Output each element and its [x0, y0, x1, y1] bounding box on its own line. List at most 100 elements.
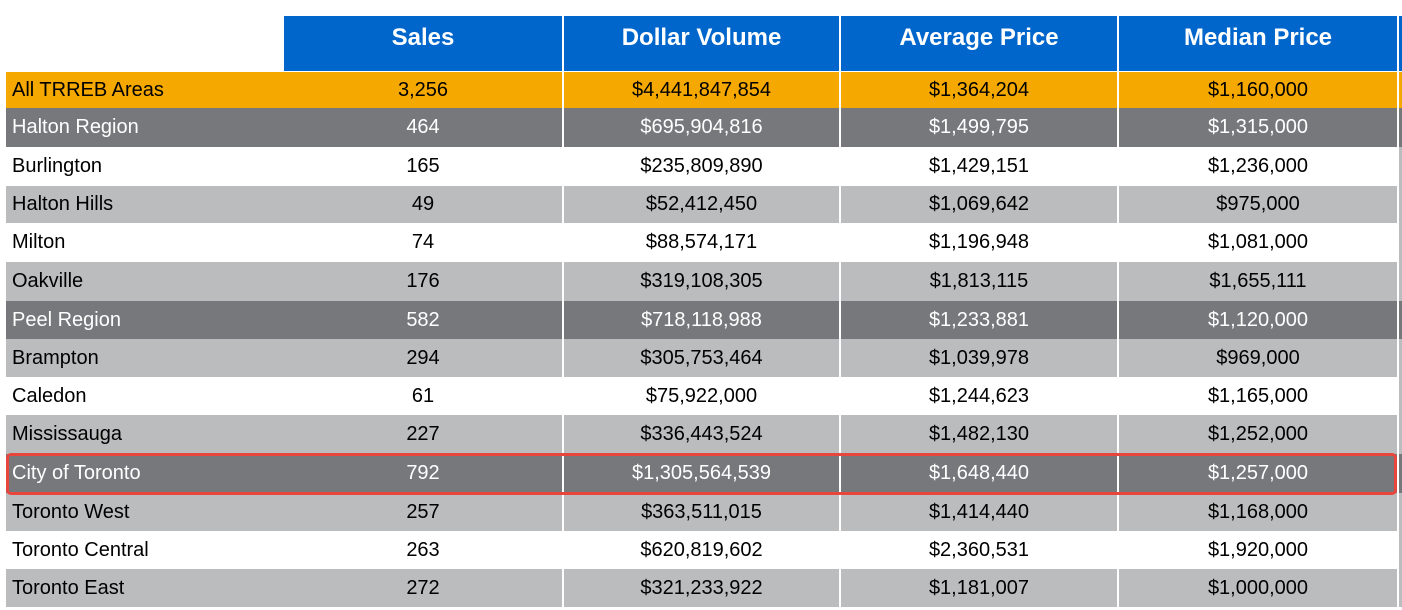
header-average-price: Average Price — [841, 16, 1117, 71]
row-edge — [1399, 262, 1402, 301]
dollar-volume-cell: $305,753,464 — [564, 339, 839, 377]
average-price-cell: $1,482,130 — [841, 415, 1117, 454]
area-cell: Milton — [6, 223, 284, 262]
table-row: Halton Region 464 $695,904,816 $1,499,795 $1… — [6, 108, 1402, 147]
area-cell: Caledon — [6, 377, 284, 415]
table-row: City of Toronto 792 $1,305,564,539 $1,648,4… — [6, 454, 1402, 493]
area-cell: Toronto Central — [6, 531, 284, 569]
dollar-volume-cell: $336,443,524 — [564, 415, 839, 454]
median-price-cell: $969,000 — [1119, 339, 1397, 377]
dollar-volume-cell: $75,922,000 — [564, 377, 839, 415]
area-cell: Mississauga — [6, 415, 284, 454]
median-price-cell: $1,160,000 — [1119, 72, 1397, 108]
median-price-cell: $1,257,000 — [1119, 454, 1397, 493]
average-price-cell: $1,196,948 — [841, 223, 1117, 262]
row-edge — [1399, 147, 1402, 186]
table-row: Milton 74 $88,574,171 $1,196,948 $1,081,000 — [6, 223, 1402, 262]
header-area — [6, 16, 284, 71]
table-row: Halton Hills 49 $52,412,450 $1,069,642 $975,… — [6, 186, 1402, 223]
table-row: Toronto West 257 $363,511,015 $1,414,440 $1,… — [6, 493, 1402, 531]
row-edge — [1399, 108, 1402, 147]
sales-cell: 582 — [284, 301, 562, 339]
dollar-volume-cell: $235,809,890 — [564, 147, 839, 186]
sales-cell: 464 — [284, 108, 562, 147]
sales-cell: 165 — [284, 147, 562, 186]
area-cell: Oakville — [6, 262, 284, 301]
header-dollar-volume: Dollar Volume — [564, 16, 839, 71]
area-cell: All TRREB Areas — [6, 72, 284, 108]
row-edge — [1399, 454, 1402, 493]
median-price-cell: $1,920,000 — [1119, 531, 1397, 569]
row-edge — [1399, 301, 1402, 339]
average-price-cell: $1,039,978 — [841, 339, 1117, 377]
header-edge — [1399, 16, 1402, 71]
table-row: Brampton 294 $305,753,464 $1,039,978 $969,00… — [6, 339, 1402, 377]
dollar-volume-cell: $319,108,305 — [564, 262, 839, 301]
dollar-volume-cell: $695,904,816 — [564, 108, 839, 147]
dollar-volume-cell: $620,819,602 — [564, 531, 839, 569]
average-price-cell: $1,364,204 — [841, 72, 1117, 108]
average-price-cell: $1,499,795 — [841, 108, 1117, 147]
dollar-volume-cell: $321,233,922 — [564, 569, 839, 607]
median-price-cell: $1,000,000 — [1119, 569, 1397, 607]
table-row: Oakville 176 $319,108,305 $1,813,115 $1,655,… — [6, 262, 1402, 301]
average-price-cell: $1,429,151 — [841, 147, 1117, 186]
average-price-cell: $1,244,623 — [841, 377, 1117, 415]
row-edge — [1399, 223, 1402, 262]
dollar-volume-cell: $4,441,847,854 — [564, 72, 839, 108]
table-row: Toronto East 272 $321,233,922 $1,181,007 $1,… — [6, 569, 1402, 607]
row-edge — [1399, 569, 1402, 607]
row-edge — [1399, 339, 1402, 377]
area-cell: Peel Region — [6, 301, 284, 339]
average-price-cell: $1,414,440 — [841, 493, 1117, 531]
area-cell: Halton Region — [6, 108, 284, 147]
sales-table: Sales Dollar Volume Average Price Median… — [6, 16, 1402, 610]
row-edge — [1399, 531, 1402, 569]
sales-cell: 227 — [284, 415, 562, 454]
row-edge — [1399, 415, 1402, 454]
dollar-volume-cell: $363,511,015 — [564, 493, 839, 531]
table-row: All TRREB Areas 3,256 $4,441,847,854 $1,364… — [6, 72, 1402, 108]
sales-cell: 294 — [284, 339, 562, 377]
header-sales: Sales — [284, 16, 562, 71]
table-row: Burlington 165 $235,809,890 $1,429,151 $1,23… — [6, 147, 1402, 186]
average-price-cell: $2,360,531 — [841, 531, 1117, 569]
sales-cell: 176 — [284, 262, 562, 301]
median-price-cell: $1,236,000 — [1119, 147, 1397, 186]
area-cell: Toronto East — [6, 569, 284, 607]
average-price-cell: $1,181,007 — [841, 569, 1117, 607]
median-price-cell: $1,165,000 — [1119, 377, 1397, 415]
median-price-cell: $1,655,111 — [1119, 262, 1397, 301]
row-edge — [1399, 186, 1402, 223]
sales-cell: 3,256 — [284, 72, 562, 108]
sales-cell: 263 — [284, 531, 562, 569]
table-row: Caledon 61 $75,922,000 $1,244,623 $1,165,000 — [6, 377, 1402, 415]
dollar-volume-cell: $1,305,564,539 — [564, 454, 839, 493]
row-edge — [1399, 493, 1402, 531]
row-edge — [1399, 377, 1402, 415]
area-cell: Brampton — [6, 339, 284, 377]
table-row: Toronto Central 263 $620,819,602 $2,360,531… — [6, 531, 1402, 569]
area-cell: Halton Hills — [6, 186, 284, 223]
dollar-volume-cell: $52,412,450 — [564, 186, 839, 223]
dollar-volume-cell: $88,574,171 — [564, 223, 839, 262]
median-price-cell: $1,120,000 — [1119, 301, 1397, 339]
sales-cell: 792 — [284, 454, 562, 493]
area-cell: City of Toronto — [6, 454, 284, 493]
header-median-price: Median Price — [1119, 16, 1397, 71]
area-cell: Burlington — [6, 147, 284, 186]
median-price-cell: $1,315,000 — [1119, 108, 1397, 147]
sales-cell: 257 — [284, 493, 562, 531]
table-row: Peel Region 582 $718,118,988 $1,233,881 $1,1… — [6, 301, 1402, 339]
median-price-cell: $1,081,000 — [1119, 223, 1397, 262]
average-price-cell: $1,813,115 — [841, 262, 1117, 301]
average-price-cell: $1,648,440 — [841, 454, 1117, 493]
average-price-cell: $1,069,642 — [841, 186, 1117, 223]
area-cell: Toronto West — [6, 493, 284, 531]
sales-cell: 49 — [284, 186, 562, 223]
header-row: Sales Dollar Volume Average Price Median… — [6, 16, 1402, 71]
median-price-cell: $1,168,000 — [1119, 493, 1397, 531]
row-edge — [1399, 72, 1402, 108]
sales-cell: 61 — [284, 377, 562, 415]
sales-cell: 272 — [284, 569, 562, 607]
